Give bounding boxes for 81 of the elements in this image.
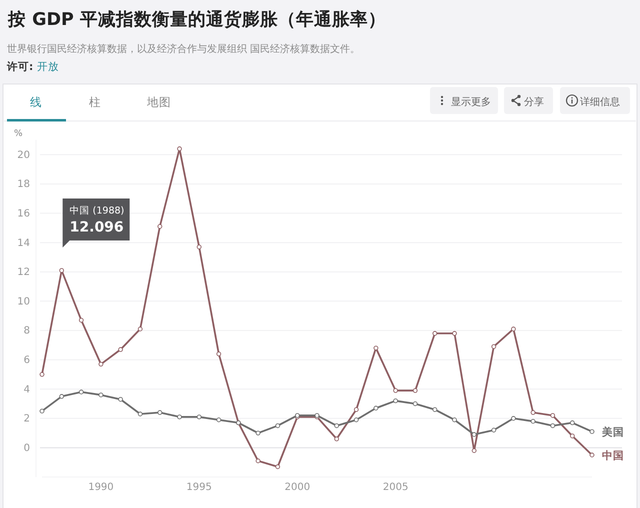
text: 许可: 开放	[6, 60, 59, 73]
y-tick-label: 12	[17, 267, 30, 278]
text: 柱	[89, 95, 101, 109]
series-label: 中国	[602, 449, 624, 462]
point	[275, 464, 280, 470]
point	[374, 406, 378, 410]
x-tick-label: 2005	[382, 482, 408, 494]
point	[78, 318, 84, 323]
tooltip: 中国 (1988) 12.096	[62, 198, 130, 248]
point	[256, 430, 260, 436]
point	[196, 244, 202, 250]
point	[40, 372, 44, 377]
series-label: 美国	[601, 426, 624, 439]
chart-title: 按 GDP 平减指数衡量的通货膨胀（年通胀率）	[7, 9, 386, 30]
point	[98, 392, 104, 398]
share-button: 分享	[504, 87, 553, 114]
point	[177, 414, 182, 420]
x-tick-label: 1995	[186, 482, 212, 494]
point	[590, 452, 594, 458]
point	[432, 331, 438, 336]
point	[452, 418, 457, 422]
text: 线	[30, 95, 42, 109]
point	[511, 416, 516, 421]
point	[196, 414, 202, 420]
point	[472, 448, 476, 453]
y-tick-label: 8	[24, 326, 30, 337]
x-tick-label: 1990	[88, 482, 114, 494]
point	[78, 390, 84, 394]
point	[177, 146, 182, 152]
point	[412, 388, 418, 393]
text: 世界银行国民经济核算数据，以及经济合作与发展组织 国民经济核算数据文件。	[7, 43, 360, 55]
point	[334, 436, 339, 442]
point	[334, 423, 339, 428]
show-more-button: 显示更多	[430, 87, 498, 114]
y-tick-label: 18	[17, 179, 30, 190]
point	[530, 418, 536, 424]
point	[472, 432, 476, 437]
point	[138, 326, 143, 332]
point	[158, 410, 162, 415]
point	[118, 347, 123, 352]
y-tick-label: 4	[24, 384, 30, 396]
point	[511, 326, 516, 332]
point	[354, 418, 359, 422]
point	[550, 413, 556, 418]
details-button: 详细信息	[560, 87, 630, 114]
y-tick-label: 16	[17, 208, 30, 220]
point	[570, 420, 575, 426]
point	[98, 362, 104, 367]
point	[354, 407, 359, 412]
point	[158, 224, 162, 229]
point	[216, 352, 222, 356]
y-tick-label: 14	[17, 238, 30, 249]
point	[393, 398, 398, 404]
point	[570, 434, 575, 438]
point	[550, 423, 556, 428]
point	[452, 331, 457, 336]
point	[432, 407, 438, 412]
point	[40, 408, 44, 414]
point	[59, 394, 64, 399]
annotation: 中国 (1988) 12.096	[70, 204, 124, 236]
point	[491, 344, 496, 349]
y-tick-label: 0	[24, 442, 30, 454]
y-axis-title: %	[14, 129, 23, 139]
point	[412, 401, 418, 406]
point	[491, 428, 496, 432]
point	[216, 418, 222, 422]
x-tick-label: 2000	[284, 482, 310, 494]
point	[275, 423, 280, 428]
text: 地图	[146, 95, 171, 109]
point	[590, 429, 594, 434]
point	[256, 458, 260, 464]
y-tick-label: 2	[24, 414, 30, 425]
point	[118, 396, 123, 402]
y-tick-label: 6	[24, 354, 30, 366]
y-tick-label: 10	[17, 296, 30, 308]
point	[374, 346, 378, 350]
point	[393, 388, 398, 393]
point	[59, 268, 64, 273]
point	[530, 410, 536, 415]
y-tick-label: 20	[17, 150, 30, 161]
point	[138, 412, 143, 416]
